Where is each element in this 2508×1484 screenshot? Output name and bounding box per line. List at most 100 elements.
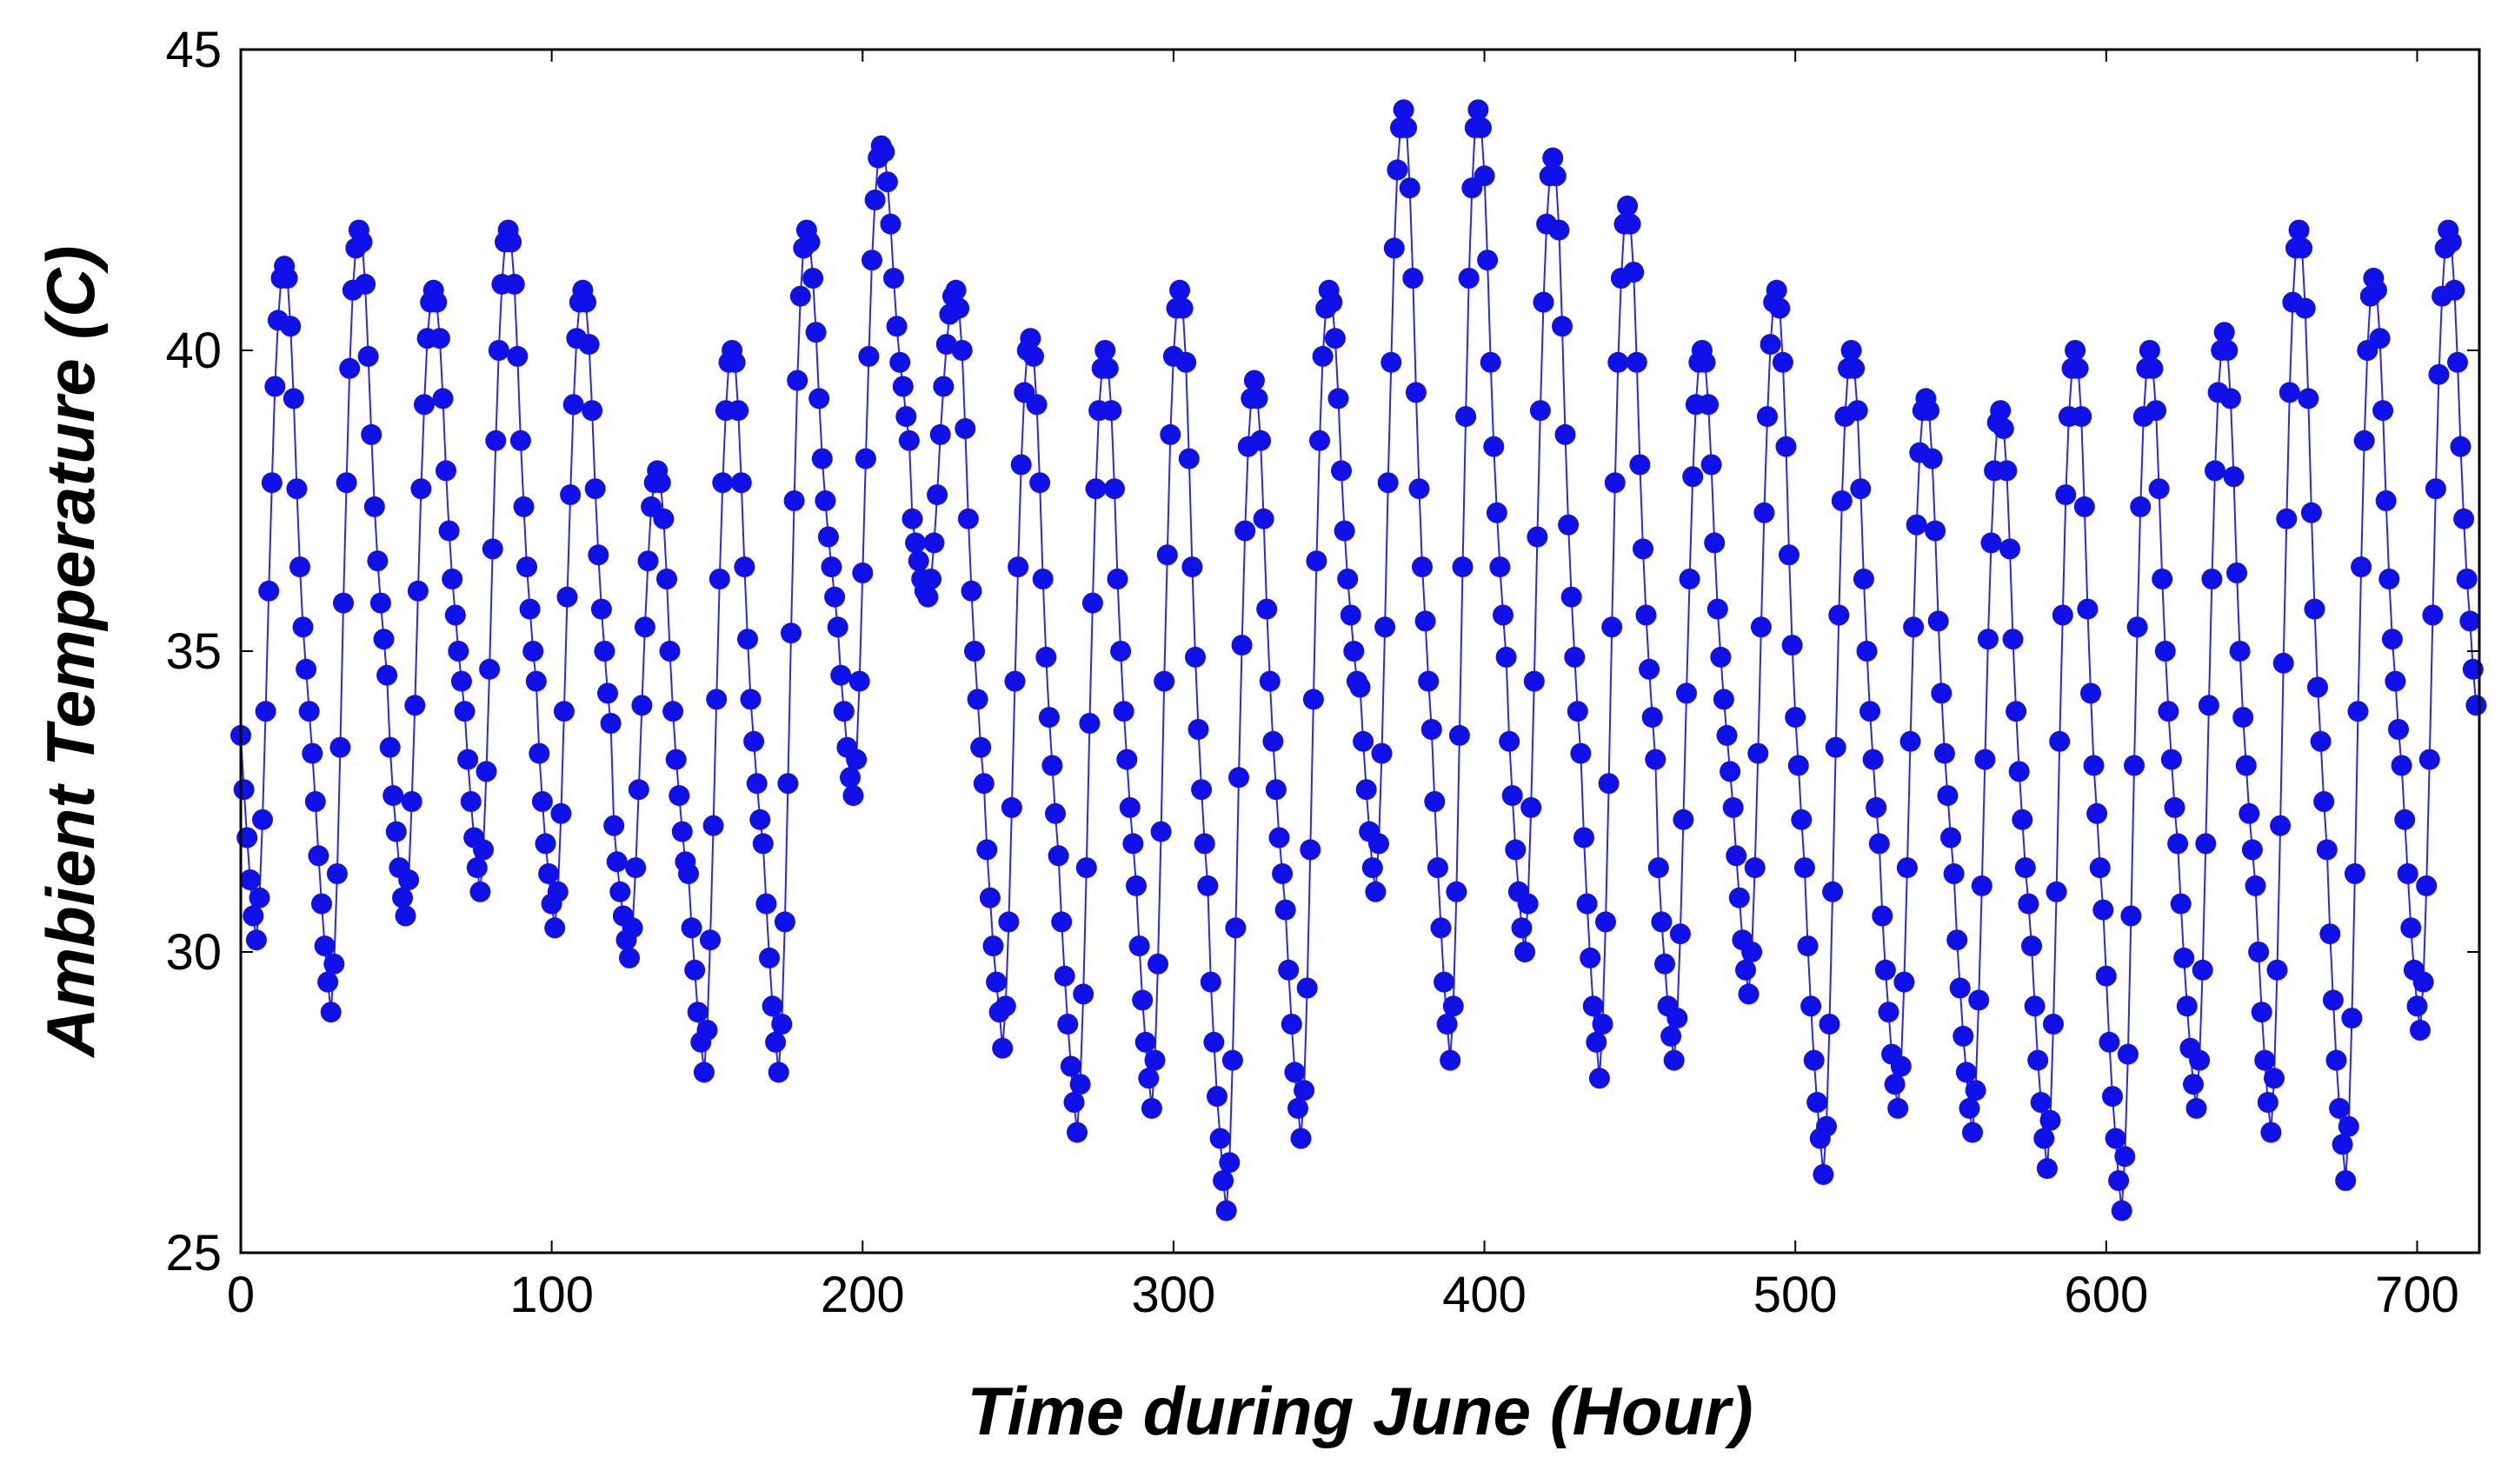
- data-point: [905, 532, 927, 554]
- data-point: [1113, 701, 1134, 722]
- data-point: [2307, 676, 2328, 698]
- data-point: [921, 569, 941, 589]
- data-point: [2198, 695, 2219, 716]
- data-point: [1576, 893, 1598, 915]
- data-point: [2298, 388, 2319, 409]
- data-point: [2257, 1092, 2278, 1113]
- data-point: [2229, 641, 2251, 662]
- data-point: [1925, 520, 1946, 542]
- data-point: [898, 429, 920, 451]
- data-point: [1943, 863, 1965, 884]
- data-point: [2391, 755, 2412, 776]
- data-point: [1321, 291, 1343, 313]
- data-point: [852, 562, 874, 583]
- data-point: [2245, 875, 2266, 896]
- data-point: [992, 1037, 1014, 1059]
- data-point: [2226, 562, 2247, 583]
- data-point: [693, 1061, 715, 1083]
- data-point: [1200, 971, 1221, 993]
- data-point: [289, 556, 310, 578]
- data-point: [802, 268, 824, 289]
- data-point: [1493, 604, 1513, 626]
- data-point: [1965, 1080, 1986, 1101]
- data-point: [2294, 297, 2316, 319]
- data-point: [2018, 893, 2039, 915]
- data-point: [1169, 279, 1191, 301]
- data-point: [2154, 641, 2176, 662]
- data-point: [2338, 1115, 2359, 1137]
- data-point: [243, 905, 264, 927]
- data-point: [1899, 730, 1921, 752]
- data-point: [2073, 496, 2095, 517]
- data-point: [329, 736, 351, 758]
- data-point: [1334, 520, 1355, 542]
- data-point: [401, 791, 422, 812]
- data-point: [1520, 796, 1542, 818]
- data-point: [436, 460, 456, 482]
- data-point: [2102, 1086, 2123, 1108]
- data-point: [414, 394, 435, 416]
- data-point: [522, 641, 544, 662]
- data-point: [1045, 802, 1066, 824]
- data-point: [1669, 923, 1691, 945]
- data-point: [233, 779, 255, 801]
- data-point: [1004, 670, 1026, 692]
- data-point: [817, 526, 839, 548]
- data-point: [1228, 767, 1249, 789]
- data-point: [469, 881, 491, 902]
- y-tick-label: 30: [165, 924, 222, 981]
- data-point: [1940, 827, 1961, 848]
- data-point: [2027, 1049, 2049, 1071]
- data-point: [1380, 351, 1402, 373]
- data-point: [1442, 995, 1464, 1017]
- data-point: [2108, 1170, 2130, 1191]
- data-point: [407, 580, 429, 602]
- data-point: [1396, 117, 1418, 138]
- data-point: [1720, 761, 1741, 782]
- data-point: [367, 550, 389, 572]
- x-tick-label: 400: [1442, 1267, 1527, 1323]
- data-point: [681, 917, 702, 939]
- data-point: [1306, 550, 1327, 572]
- data-point: [979, 887, 1001, 908]
- data-point: [1741, 942, 1763, 962]
- data-point: [1427, 857, 1448, 879]
- y-tick-label: 40: [165, 323, 222, 379]
- data-point: [955, 418, 976, 439]
- data-point: [1604, 472, 1626, 494]
- data-point: [582, 400, 603, 422]
- data-point: [1122, 833, 1144, 855]
- data-point: [2266, 959, 2288, 981]
- data-point: [1081, 592, 1103, 614]
- data-point: [255, 701, 276, 722]
- data-point: [1846, 400, 1868, 422]
- data-point: [1309, 429, 1330, 451]
- data-point: [1598, 773, 1620, 795]
- data-point: [1927, 610, 1949, 632]
- data-point: [1971, 875, 1992, 896]
- data-point: [1744, 857, 1766, 879]
- data-point: [1138, 1068, 1160, 1089]
- data-point: [1418, 670, 1440, 692]
- data-point: [929, 423, 951, 445]
- data-point: [1221, 1049, 1243, 1071]
- y-tick-label: 25: [165, 1225, 222, 1281]
- data-point: [1300, 839, 1321, 861]
- data-point: [544, 917, 566, 939]
- data-point: [1893, 971, 1915, 993]
- data-point: [308, 845, 329, 867]
- data-point: [957, 508, 979, 529]
- data-point: [1990, 400, 2012, 422]
- data-point: [768, 1061, 789, 1083]
- data-point: [1213, 1170, 1234, 1191]
- data-point: [426, 291, 448, 313]
- data-point: [1554, 423, 1576, 445]
- data-point: [752, 833, 774, 855]
- data-point: [1607, 351, 1629, 373]
- data-point: [590, 598, 612, 620]
- data-point: [2260, 1121, 2282, 1143]
- data-point: [1268, 827, 1290, 848]
- data-point: [1209, 1128, 1231, 1149]
- data-point: [2164, 796, 2185, 818]
